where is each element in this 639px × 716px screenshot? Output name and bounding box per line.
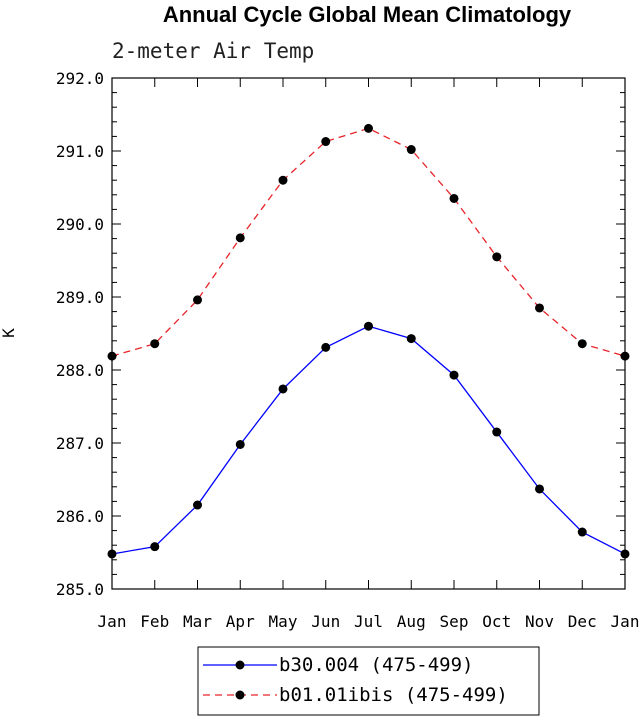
data-point <box>278 384 288 394</box>
data-point <box>577 339 587 349</box>
series-line <box>111 325 626 555</box>
y-tick-label: 290.0 <box>56 215 104 234</box>
x-tick-label: May <box>269 612 298 631</box>
data-point <box>535 303 544 313</box>
x-tick-label: Apr <box>226 612 255 631</box>
data-point <box>321 137 331 147</box>
series-2 <box>107 123 630 361</box>
data-point <box>406 145 416 155</box>
data-point <box>321 342 331 352</box>
legend-label: b01.01ibis (475-499) <box>279 684 508 706</box>
data-point <box>535 484 544 494</box>
data-point <box>278 175 288 185</box>
data-point <box>193 295 202 305</box>
x-tick-label: Jul <box>354 612 383 631</box>
data-point <box>193 500 202 510</box>
x-tick-label: Feb <box>140 612 169 631</box>
legend: b30.004 (475-499) b01.01ibis (475-499) <box>197 646 540 716</box>
legend-marker <box>235 690 245 700</box>
series-layer <box>107 123 630 559</box>
legend-box <box>197 646 540 716</box>
data-point <box>449 370 459 380</box>
x-tick-label: Dec <box>568 612 597 631</box>
x-tick-label: Jun <box>311 612 340 631</box>
data-point <box>620 549 630 559</box>
y-tick-label: 291.0 <box>56 142 104 161</box>
y-tick-label: 286.0 <box>56 507 104 526</box>
x-tick-label: Jan <box>98 612 127 631</box>
y-tick-label: 287.0 <box>56 434 104 453</box>
y-axis-label: K <box>0 328 18 338</box>
data-point <box>364 321 373 331</box>
plot-frame <box>111 77 626 590</box>
chart-title: Annual Cycle Global Mean Climatology <box>163 2 572 27</box>
data-point <box>107 549 117 559</box>
axes: 285.0 286.0 287.0 288.0 289.0 290.0 291.0 292.0… <box>56 69 639 631</box>
y-tick-label: 292.0 <box>56 69 104 88</box>
data-point <box>492 427 502 437</box>
x-tick-label: Aug <box>397 612 426 631</box>
chart-subtitle: 2-meter Air Temp <box>112 39 314 63</box>
x-tick-label: Nov <box>525 612 554 631</box>
data-point <box>449 193 459 203</box>
y-tick-label: 285.0 <box>56 580 104 599</box>
legend-label: b30.004 (475-499) <box>279 654 473 676</box>
x-tick-label: Sep <box>440 612 469 631</box>
data-point <box>492 252 502 262</box>
data-point <box>235 439 245 449</box>
x-tick-label: Jan <box>611 612 639 631</box>
data-point <box>150 542 160 552</box>
data-point <box>577 527 587 537</box>
x-tick-label: Oct <box>482 612 511 631</box>
data-point <box>364 123 373 133</box>
y-tick-label: 288.0 <box>56 361 104 380</box>
x-tick-label: Mar <box>183 612 212 631</box>
data-point <box>107 351 117 361</box>
series-1 <box>107 321 630 559</box>
legend-marker <box>235 660 245 670</box>
data-point <box>150 339 160 349</box>
data-point <box>620 351 630 361</box>
data-point <box>235 233 245 243</box>
data-point <box>406 334 416 344</box>
y-tick-label: 289.0 <box>56 288 104 307</box>
